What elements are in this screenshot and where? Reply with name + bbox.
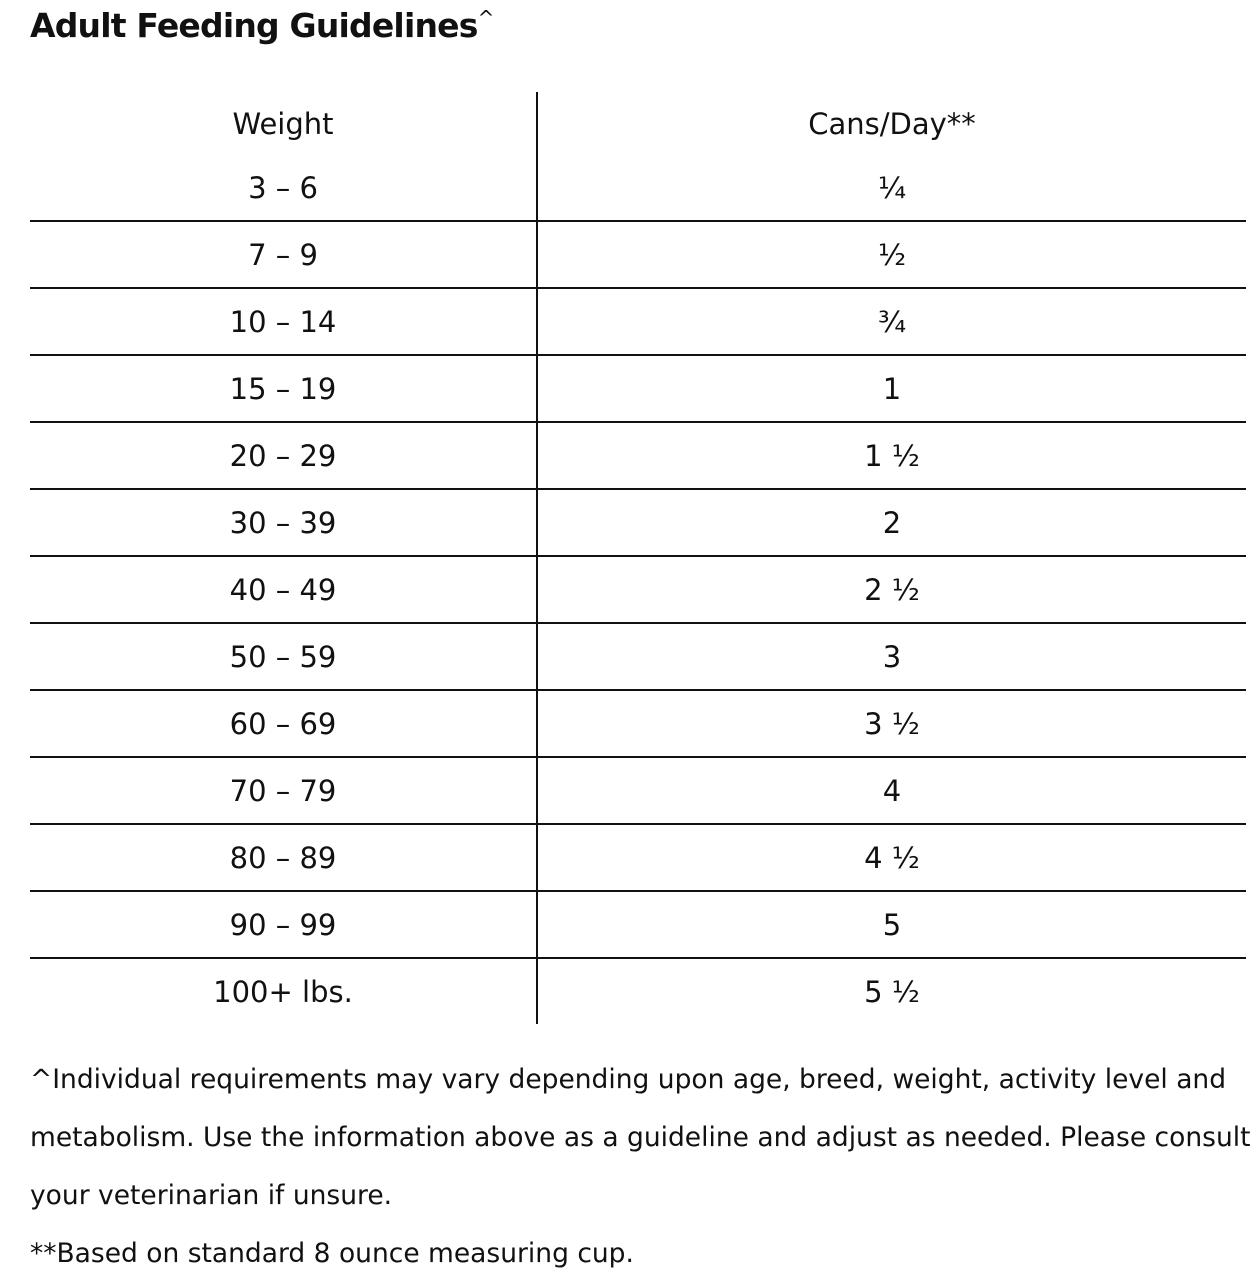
footnote-individual-requirements: ^Individual requirements may vary depend… xyxy=(30,1064,1251,1211)
weight-cell: 70 – 79 xyxy=(30,757,538,824)
weight-cell: 10 – 14 xyxy=(30,288,538,355)
table-row: 90 – 99 5 xyxy=(30,891,1246,958)
table-row: 70 – 79 4 xyxy=(30,757,1246,824)
footnote-measuring-cup: **Based on standard 8 ounce measuring cu… xyxy=(30,1238,634,1269)
table-row: 20 – 29 1 ½ xyxy=(30,422,1246,489)
table-header-row: Weight Cans/Day** xyxy=(30,92,1246,155)
table-row: 100+ lbs. 5 ½ xyxy=(30,958,1246,1024)
table-row: 50 – 59 3 xyxy=(30,623,1246,690)
cans-cell: 2 ½ xyxy=(864,572,920,607)
weight-cell: 15 – 19 xyxy=(30,355,538,422)
page-title: Adult Feeding Guidelines^ xyxy=(30,6,494,45)
weight-cell: 80 – 89 xyxy=(30,824,538,891)
cans-cell: 3 ½ xyxy=(864,706,920,741)
cans-cell: 5 xyxy=(882,907,902,942)
cans-cell: ¾ xyxy=(877,304,907,339)
weight-cell: 90 – 99 xyxy=(30,891,538,958)
cans-cell: ½ xyxy=(877,237,907,272)
footnotes: ^Individual requirements may vary depend… xyxy=(30,1051,1258,1283)
table-row: 10 – 14 ¾ xyxy=(30,288,1246,355)
weight-cell: 40 – 49 xyxy=(30,556,538,623)
table-row: 15 – 19 1 xyxy=(30,355,1246,422)
title-footnote-mark: ^ xyxy=(477,6,495,30)
title-text: Adult Feeding Guidelines xyxy=(30,6,478,45)
table-row: 80 – 89 4 ½ xyxy=(30,824,1246,891)
weight-cell: 100+ lbs. xyxy=(30,958,538,1024)
cans-cell: ¼ xyxy=(877,170,907,205)
header-weight: Weight xyxy=(30,92,538,155)
weight-cell: 50 – 59 xyxy=(30,623,538,690)
weight-cell: 20 – 29 xyxy=(30,422,538,489)
cans-cell: 5 ½ xyxy=(864,974,920,1009)
cans-cell: 4 xyxy=(882,773,902,808)
header-cans-per-day: Cans/Day** xyxy=(808,106,976,141)
table-row: 30 – 39 2 xyxy=(30,489,1246,556)
cans-cell: 1 xyxy=(882,371,902,406)
cans-cell: 4 ½ xyxy=(864,840,920,875)
weight-cell: 3 – 6 xyxy=(30,155,538,221)
weight-cell: 60 – 69 xyxy=(30,690,538,757)
table-row: 7 – 9 ½ xyxy=(30,221,1246,288)
table-row: 3 – 6 ¼ xyxy=(30,155,1246,221)
cans-cell: 1 ½ xyxy=(864,438,920,473)
cans-cell: 3 xyxy=(882,639,902,674)
weight-cell: 30 – 39 xyxy=(30,489,538,556)
table-row: 60 – 69 3 ½ xyxy=(30,690,1246,757)
cans-cell: 2 xyxy=(882,505,902,540)
table-row: 40 – 49 2 ½ xyxy=(30,556,1246,623)
weight-cell: 7 – 9 xyxy=(30,221,538,288)
